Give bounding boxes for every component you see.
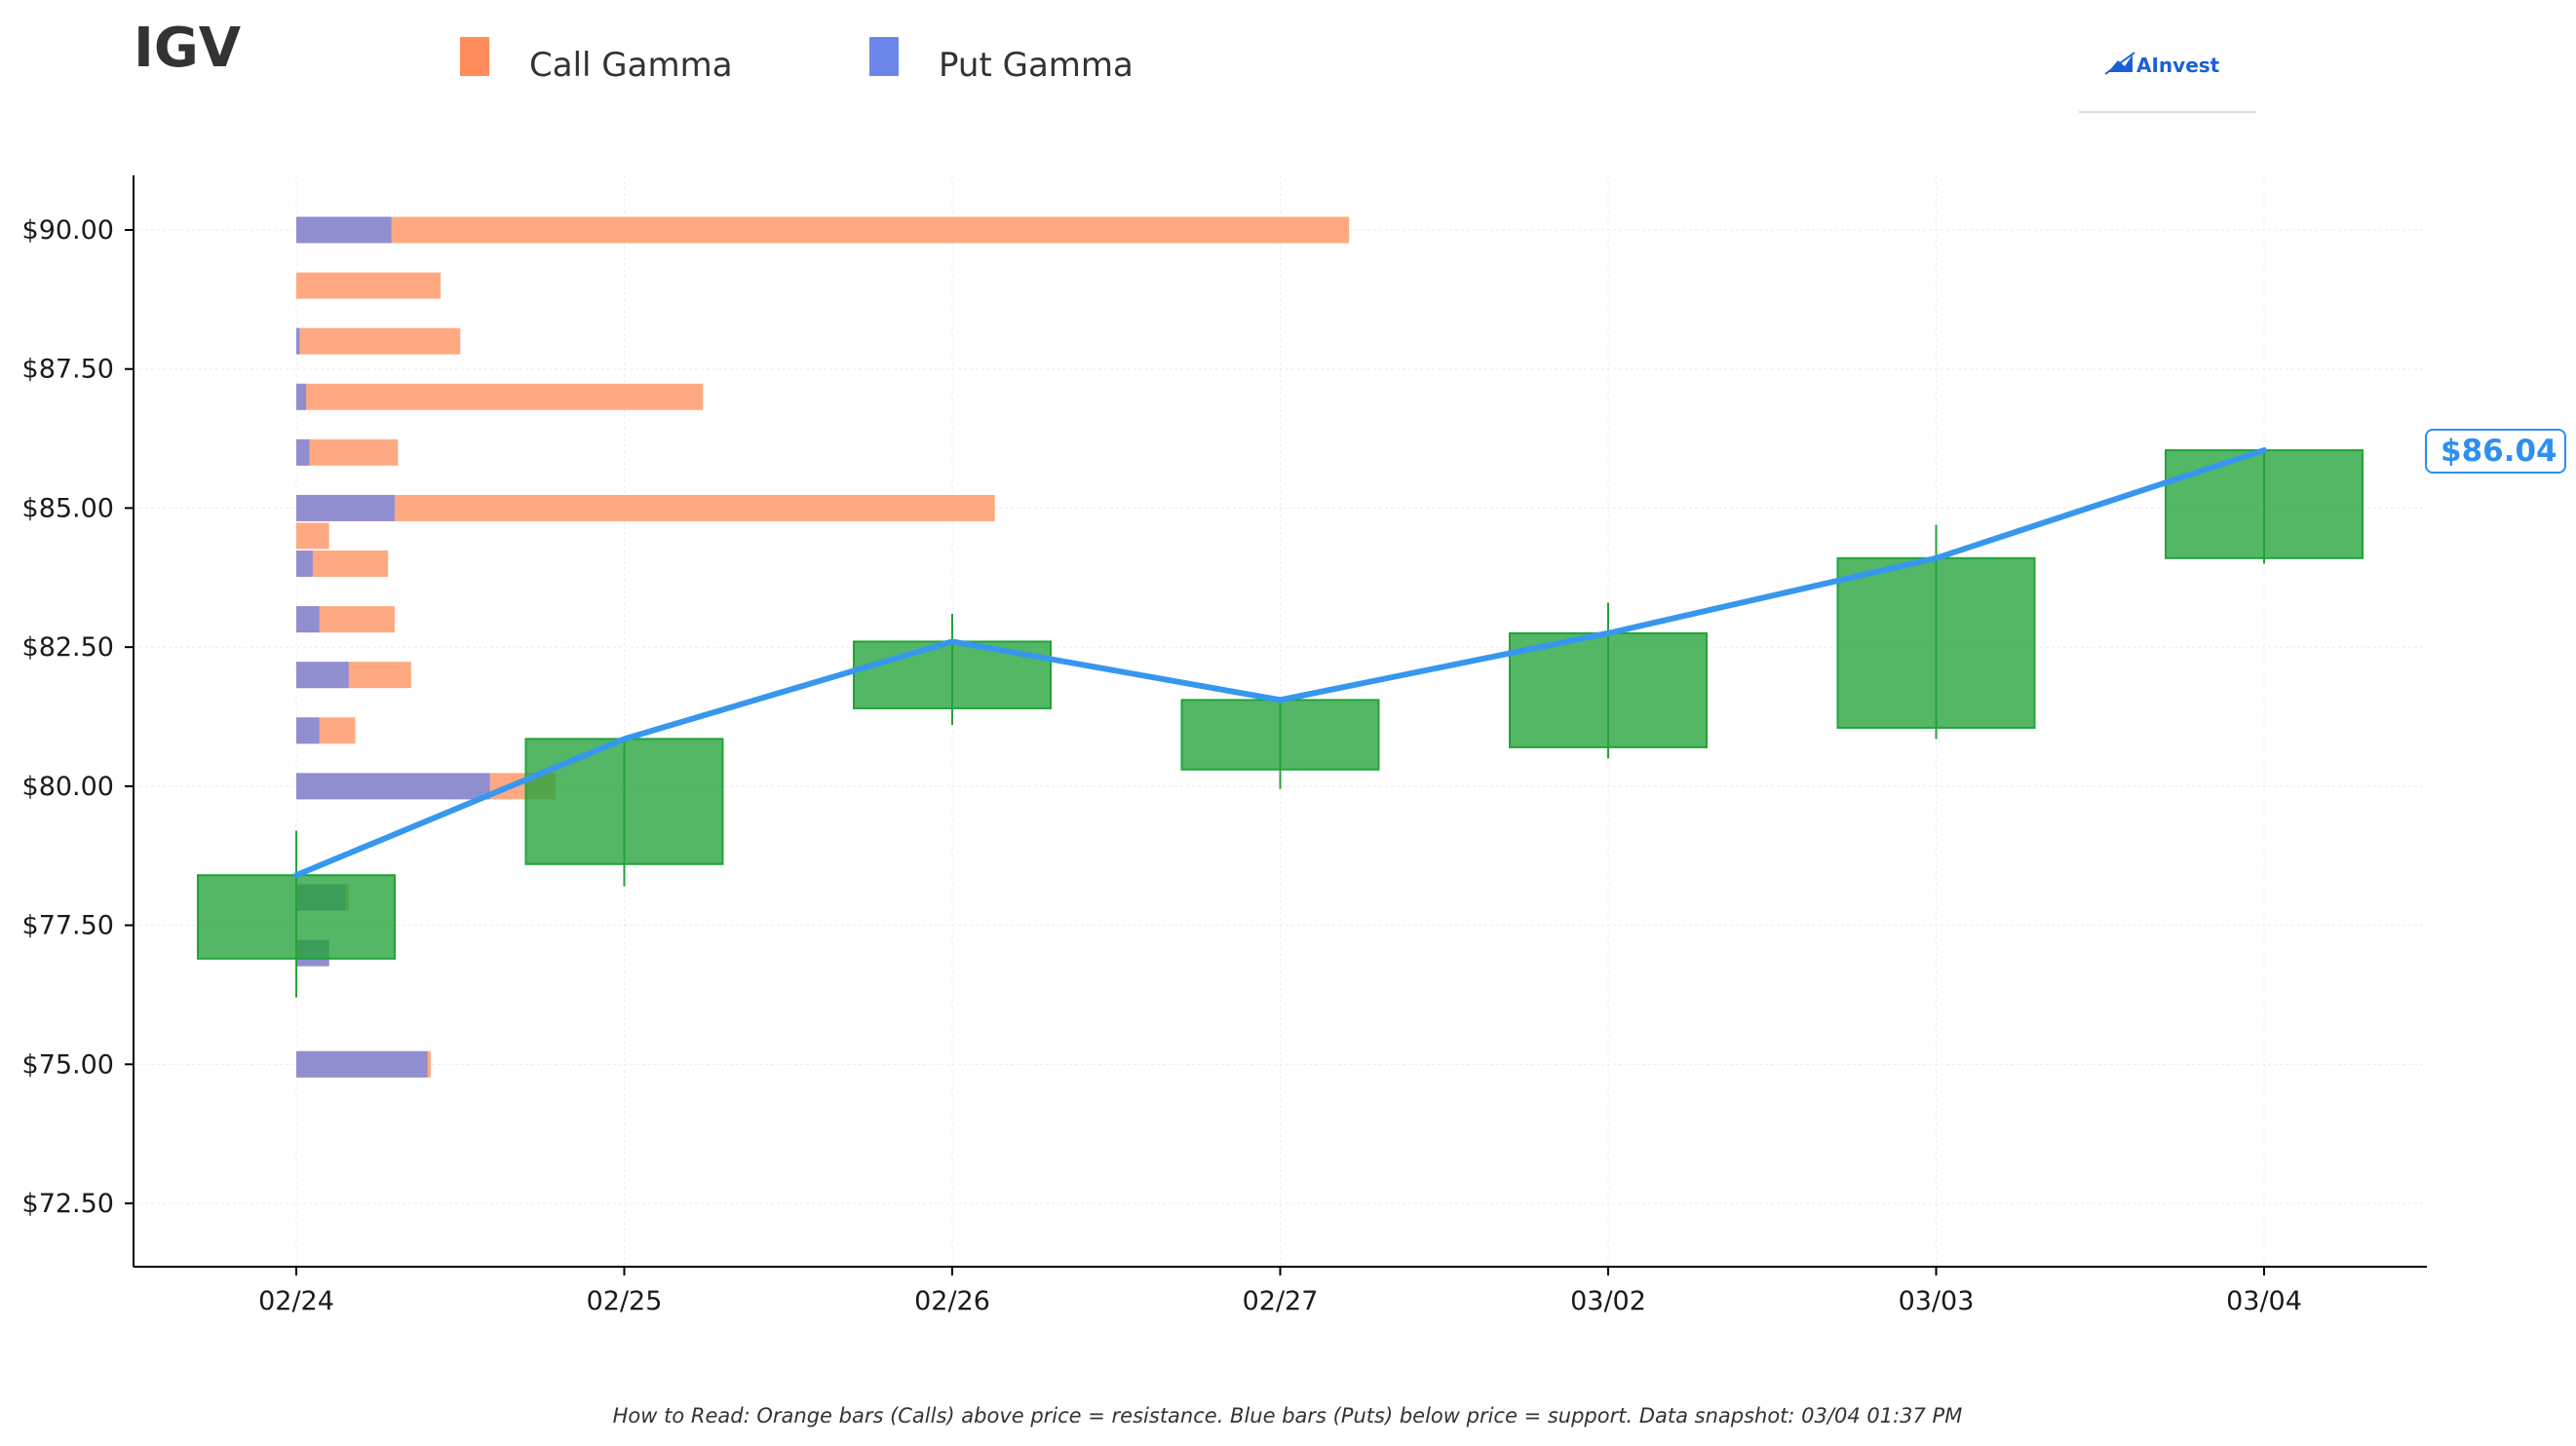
candle-body [2165,449,2364,559]
legend-label-put: Put Gamma [939,46,1134,85]
x-tick-label: 03/04 [2226,1286,2302,1316]
legend-label-call: Call Gamma [529,46,733,85]
legend: Call Gamma Put Gamma [460,37,1134,85]
footnote: How to Read: Orange bars (Calls) above p… [613,1404,1963,1427]
candle-body [1836,556,2036,729]
legend-swatch-put [869,37,899,76]
price-tag-label: $86.04 [2441,434,2557,469]
put-gamma-bar [296,662,349,689]
brand-logo[interactable]: AInvest [2079,52,2256,113]
price-tag-box [2425,429,2566,474]
brand-name: AInvest [2136,54,2220,77]
put-gamma-bar [296,383,307,410]
y-tick-label: $90.00 [22,215,114,246]
call-gamma-bar [296,383,704,410]
put-gamma-bar [296,216,392,244]
x-tick-label: 02/25 [587,1286,663,1316]
price-line [293,447,2267,879]
candle-body [197,874,396,960]
y-tick-label: $72.50 [22,1189,114,1219]
x-tick-label: 02/26 [914,1286,990,1316]
close-price-line [293,447,2267,879]
x-ticks: 02/24 02/25 02/26 02/27 03/02 03/03 03/04 [258,1267,2302,1316]
brand-chart-icon [2104,52,2135,75]
candlesticks [197,449,2364,998]
put-gamma-bar [296,717,320,744]
y-tick-label: $80.00 [22,772,114,802]
price-tag: $86.04 [2425,429,2566,474]
put-gamma-bar [296,1050,428,1078]
y-tick-label: $82.50 [22,632,114,663]
y-ticks: $90.00 $87.50 $85.00 $82.50 $80.00 $77.50 $75.… [22,215,134,1219]
put-gamma-bar [296,494,395,521]
put-gamma-bar [296,606,320,633]
call-gamma-bar [296,216,1350,244]
call-gamma-bar [296,327,461,355]
y-tick-label: $75.00 [22,1049,114,1080]
candle-body [524,738,724,865]
call-gamma-bar [296,272,442,299]
y-tick-label: $85.00 [22,493,114,523]
candle-body [1509,631,1708,748]
put-gamma-bar [296,773,490,800]
candle-body [1180,699,1380,771]
y-tick-label: $87.50 [22,355,114,385]
gamma-bars [296,216,1350,1078]
put-gamma-bar [296,551,313,578]
x-tick-label: 03/03 [1899,1286,1975,1316]
put-gamma-bar [296,438,310,466]
call-gamma-bar [296,494,995,521]
legend-swatch-call [460,37,489,76]
call-gamma-bar [296,438,399,466]
put-gamma-bar [296,327,300,355]
y-tick-label: $77.50 [22,911,114,941]
ticker-title: IGV [134,17,242,80]
call-gamma-bar [296,522,329,550]
x-tick-label: 02/24 [258,1286,334,1316]
x-tick-label: 03/02 [1570,1286,1646,1316]
x-tick-label: 02/27 [1243,1286,1319,1316]
